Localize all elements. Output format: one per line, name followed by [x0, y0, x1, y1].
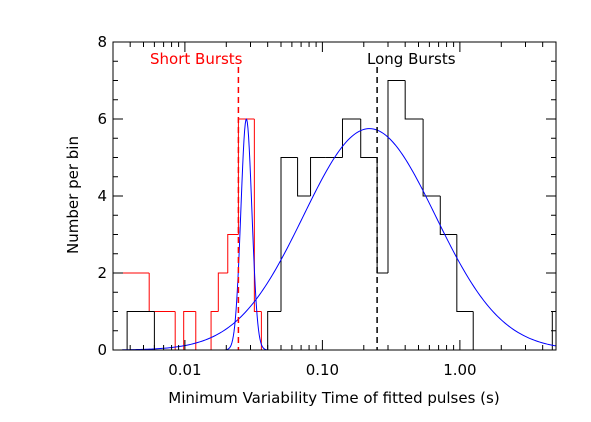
long-bursts-bin — [404, 80, 424, 120]
y-axis-label: Number per bin — [64, 136, 82, 254]
y-tick-label: 6 — [97, 110, 107, 128]
long-bursts-bin — [439, 196, 457, 235]
x-tick-label: 1.00 — [443, 361, 476, 379]
short-bursts-bin — [253, 119, 262, 312]
long-bursts-bin — [126, 311, 155, 350]
fit-curve — [122, 128, 557, 351]
long-bursts-bin — [360, 119, 378, 158]
long-bursts-bin — [387, 80, 406, 273]
long-bursts-bin — [422, 119, 441, 197]
short-bursts-annotation: Short Bursts — [150, 50, 243, 68]
short-bursts-bin — [227, 234, 239, 273]
x-tick-label: 0.01 — [168, 361, 201, 379]
long-bursts-bin — [267, 311, 282, 350]
y-tick-label: 2 — [97, 264, 107, 282]
long-bursts-annotation: Long Bursts — [367, 50, 456, 68]
y-tick-label: 8 — [97, 33, 107, 51]
long-bursts-bin — [341, 118, 361, 158]
x-tick-label: 0.10 — [306, 361, 339, 379]
short-bursts-bin — [217, 272, 228, 312]
y-tick-label: 0 — [97, 341, 107, 359]
y-tick-label: 4 — [97, 187, 107, 205]
short-bursts-bin — [183, 311, 196, 350]
long-bursts-bin — [456, 234, 474, 312]
long-bursts-bin — [310, 157, 326, 196]
long-bursts-bin — [297, 157, 311, 197]
x-axis-label: Minimum Variability Time of fitted pulse… — [168, 389, 499, 407]
